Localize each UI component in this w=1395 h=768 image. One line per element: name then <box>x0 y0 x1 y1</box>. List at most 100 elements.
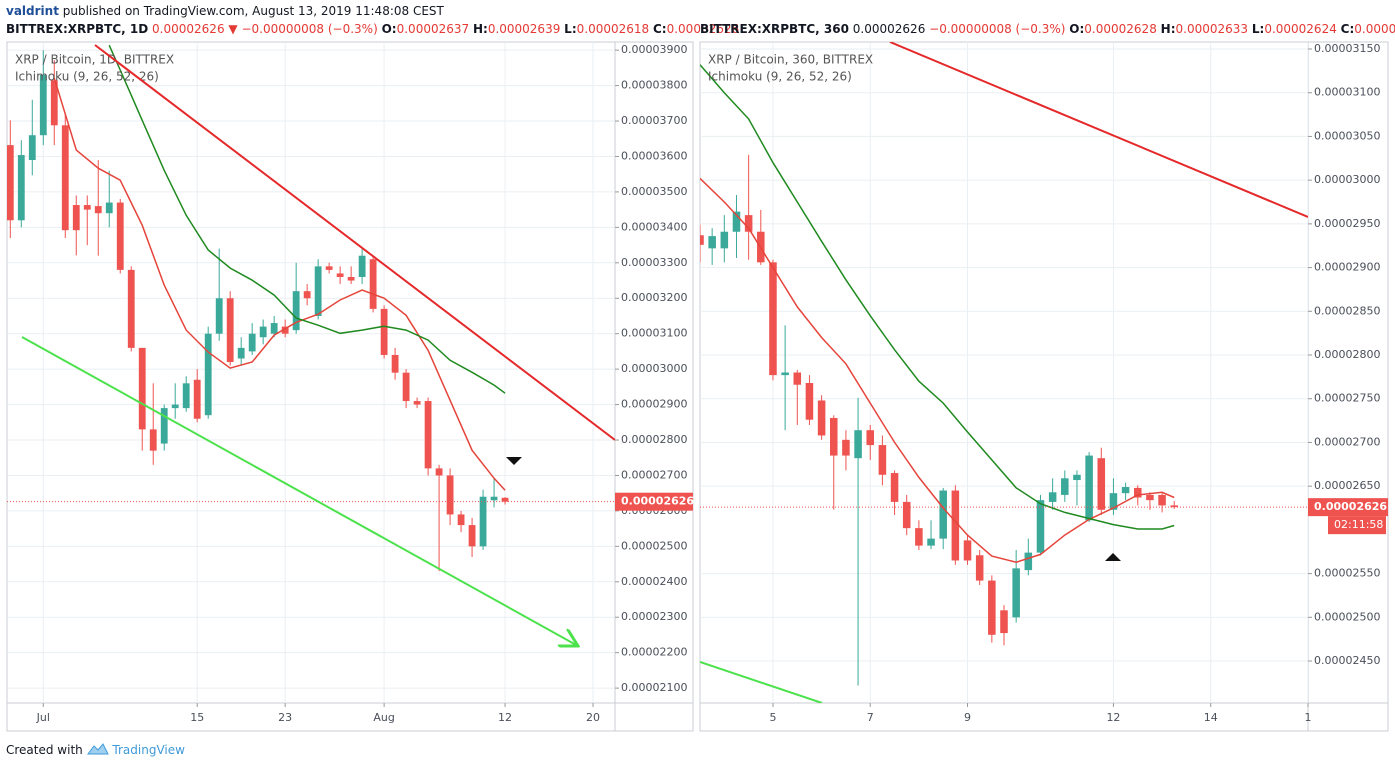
pane-border <box>699 41 1389 732</box>
candle-body <box>193 379 201 419</box>
x-tick-label: 20 <box>586 711 600 724</box>
y-tick-label: 0.00003700 <box>621 114 687 127</box>
candle-body <box>7 145 14 221</box>
y-tick-label: 0.00003200 <box>621 291 687 304</box>
ohlc-key: C: <box>652 22 667 36</box>
candle-body <box>1085 455 1093 521</box>
x-tick-label: 14 <box>1204 711 1218 724</box>
y-tick-label: 0.00003150 <box>1314 42 1380 55</box>
candle-body <box>963 540 972 561</box>
candle-body <box>457 514 465 526</box>
y-tick-label: 0.00003050 <box>1314 129 1380 142</box>
candle-body <box>358 255 366 277</box>
candle-body <box>829 417 838 456</box>
indicator-line <box>53 77 506 491</box>
candle-body <box>902 501 911 529</box>
candle-body <box>17 155 25 221</box>
candle-body <box>1121 487 1130 494</box>
legend-text: XRP / Bitcoin, 1D, BITTREX <box>15 53 174 67</box>
candle-body <box>501 497 509 502</box>
countdown: 02:11:58 <box>1334 518 1383 531</box>
candle-body <box>927 538 935 546</box>
candle-body <box>490 496 498 501</box>
candle-body <box>1158 494 1166 506</box>
ohlc-key: O: <box>1069 22 1085 36</box>
chart-header: BITTREX:XRPBTC, 1D 0.00002626 ▼ −0.00000… <box>6 22 739 36</box>
y-tick-label: 0.00002800 <box>1314 348 1380 361</box>
arrow: ▼ <box>228 22 238 36</box>
y-tick-label: 0.00003400 <box>621 220 687 233</box>
y-tick-label: 0.00002900 <box>621 398 687 411</box>
x-tick-label: Jul <box>36 711 50 724</box>
candle-body <box>744 215 753 232</box>
y-tick-label: 0.00003000 <box>621 362 687 375</box>
candle-body <box>720 231 729 249</box>
candle-body <box>805 382 814 420</box>
candle-body <box>259 326 267 338</box>
ohlc-value: 0.00002633 <box>1175 22 1249 36</box>
x-tick-label: 5 <box>769 711 776 724</box>
candle-body <box>479 496 487 547</box>
candle-body <box>1073 474 1081 481</box>
change: −0.00000008 (−0.3%) <box>929 22 1066 36</box>
candle-body <box>988 580 996 635</box>
plot <box>7 42 615 703</box>
candle-body <box>402 372 410 402</box>
brand: TradingView <box>112 743 185 757</box>
candle-body <box>138 347 146 430</box>
candle-body <box>1109 493 1118 510</box>
published: published on TradingView.com, August 13,… <box>62 4 444 18</box>
ohlc-value: 0.00002626 <box>666 22 740 36</box>
candle-body <box>915 528 923 546</box>
candle-body <box>732 211 741 232</box>
candle-body <box>149 429 157 451</box>
legend-text: XRP / Bitcoin, 360, BITTREX <box>708 53 873 67</box>
candle-body <box>204 333 212 416</box>
plot <box>700 42 1308 703</box>
created: Created with <box>6 743 83 757</box>
candle-body <box>1048 492 1057 502</box>
candle-body <box>1024 552 1033 571</box>
candle-body <box>866 430 875 446</box>
y-tick-label: 0.00002500 <box>1314 610 1380 623</box>
symbol: BITTREX:XRPBTC, 360 <box>700 22 849 36</box>
legend-text: Ichimoku (9, 26, 52, 26) <box>708 70 852 84</box>
trend-line <box>700 661 823 703</box>
candle-body <box>890 473 899 502</box>
candle-body <box>817 400 826 436</box>
candle-body <box>413 401 421 405</box>
candle-body <box>314 266 322 316</box>
price-label: 0.00002626 <box>1314 500 1387 513</box>
x-tick-label: Aug <box>373 711 394 724</box>
ohlc-value: 0.00002618 <box>576 22 650 36</box>
candle-body <box>1012 568 1020 618</box>
y-tick-label: 0.00003000 <box>1314 173 1380 186</box>
ohlc-key: O: <box>381 22 397 36</box>
candle-body <box>160 408 168 444</box>
y-tick-label: 0.00003500 <box>621 185 687 198</box>
y-tick-label: 0.00003900 <box>621 43 687 56</box>
indicator-line <box>700 177 1175 563</box>
candle-body <box>380 308 388 355</box>
price-label: 0.00002626 <box>621 495 694 508</box>
author-line: valdrint published on TradingView.com, A… <box>6 4 444 18</box>
x-tick-label: 9 <box>964 711 971 724</box>
y-tick-label: 0.00002100 <box>621 681 687 694</box>
trend-line <box>889 42 1308 218</box>
y-tick-label: 0.00003800 <box>621 79 687 92</box>
ohlc-value: 0.00002624 <box>1264 22 1337 36</box>
candle-body <box>347 276 355 281</box>
candle-body <box>281 326 289 334</box>
logo <box>86 743 109 755</box>
candle-body <box>72 205 80 231</box>
candle-body <box>793 372 802 385</box>
indicator-line <box>108 44 506 394</box>
x-tick-label: 1 <box>1305 711 1312 724</box>
candle-body <box>1000 610 1008 634</box>
candle-body <box>700 235 704 245</box>
candle-body <box>105 202 113 214</box>
candle-body <box>248 333 256 352</box>
candle-body <box>94 206 102 214</box>
candle-body <box>369 259 377 309</box>
